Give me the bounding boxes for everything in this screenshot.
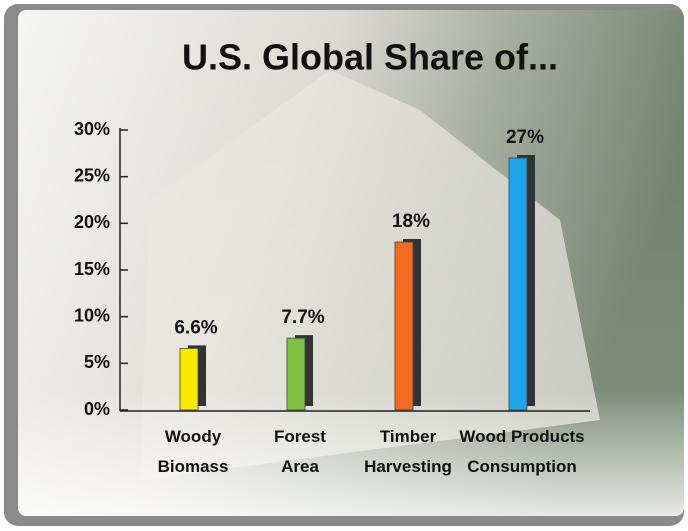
bar [508,157,528,411]
bar [286,337,306,411]
x-tick-label: Wood Products Consumption [459,427,584,476]
y-tick-label: 10% [74,305,110,325]
x-tick-label-line: Consumption [467,457,577,476]
value-label: 7.7% [281,307,324,328]
x-tick-label: Timber Harvesting [364,427,452,476]
value-label: 27% [506,127,544,148]
bar [394,241,414,411]
x-tick-label: Woody Biomass [158,427,229,476]
value-label: 18% [392,211,430,232]
y-tick-label: 0% [84,399,110,419]
x-tick-label-line: Area [281,457,319,476]
x-tick-label-line: Biomass [158,457,229,476]
x-tick-label-line: Timber [380,427,437,446]
y-tick-label: 25% [74,165,110,185]
value-label: 6.6% [174,317,217,338]
x-tick-label-line: Harvesting [364,457,452,476]
bar [179,347,199,411]
x-tick-label-line: Forest [274,427,326,446]
y-tick-label: 20% [74,212,110,232]
y-tick-label: 15% [74,259,110,279]
x-tick-label-line: Wood Products [459,427,584,446]
chart-title: U.S. Global Share of... [182,37,558,78]
y-tick-label: 5% [84,352,110,372]
x-tick-label-line: Woody [165,427,222,446]
x-tick-label: Forest Area [274,427,326,476]
y-tick-label: 30% [74,119,110,139]
